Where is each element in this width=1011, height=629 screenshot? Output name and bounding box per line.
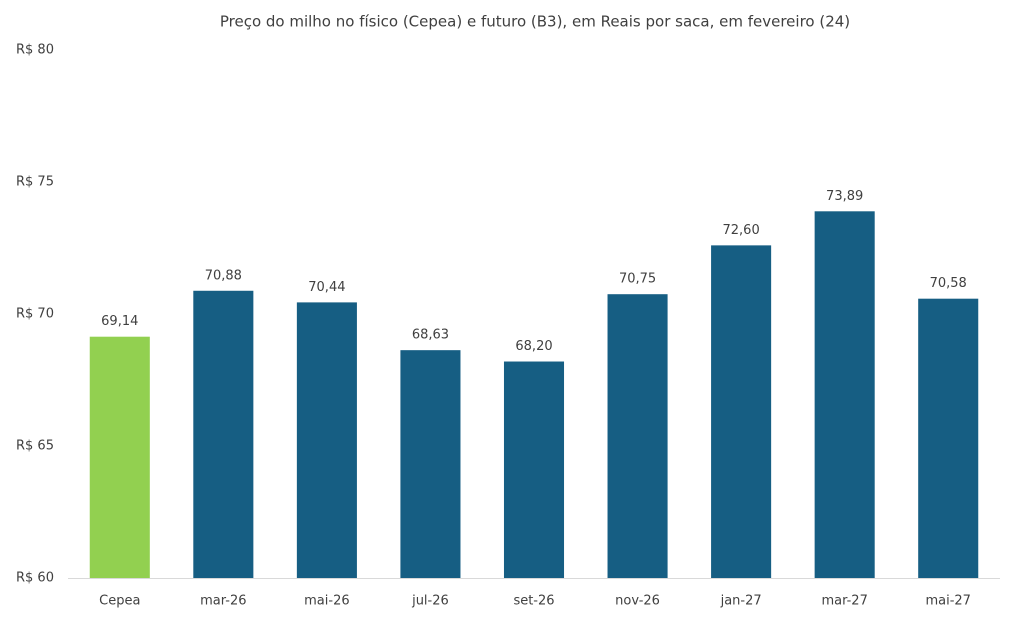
bar [814,211,875,578]
x-tick-label: nov-26 [615,594,660,609]
bar [193,290,254,578]
value-label: 73,89 [826,189,863,204]
bar [296,302,357,578]
value-label: 72,60 [723,223,760,238]
bar [918,298,979,578]
x-tick-label: mai-26 [304,594,349,609]
x-tick-label: mai-27 [925,594,970,609]
value-label: 70,44 [308,280,345,295]
x-tick-label: Cepea [99,594,140,609]
x-tick-label: mar-27 [821,594,867,609]
value-label: 68,20 [515,339,552,354]
y-tick-label: R$ 65 [16,439,54,454]
bar [503,361,565,578]
value-label: 70,75 [619,272,656,287]
chart-title: Preço do milho no físico (Cepea) e futur… [220,13,850,31]
value-label: 70,58 [930,276,967,291]
x-tick-label: mar-26 [200,594,246,609]
y-tick-label: R$ 80 [16,43,54,58]
x-tick-label: set-26 [513,594,554,609]
value-label: 69,14 [101,314,138,329]
value-label: 68,63 [412,328,449,343]
bar [607,294,668,578]
bar [89,336,150,578]
y-tick-label: R$ 60 [16,571,54,586]
x-tick-label: jul-26 [411,594,449,609]
x-tick-label: jan-27 [720,594,762,609]
bar [400,350,461,578]
bar [711,245,772,579]
value-label: 70,88 [205,268,242,283]
y-tick-label: R$ 70 [16,307,54,322]
y-tick-label: R$ 75 [16,175,54,190]
